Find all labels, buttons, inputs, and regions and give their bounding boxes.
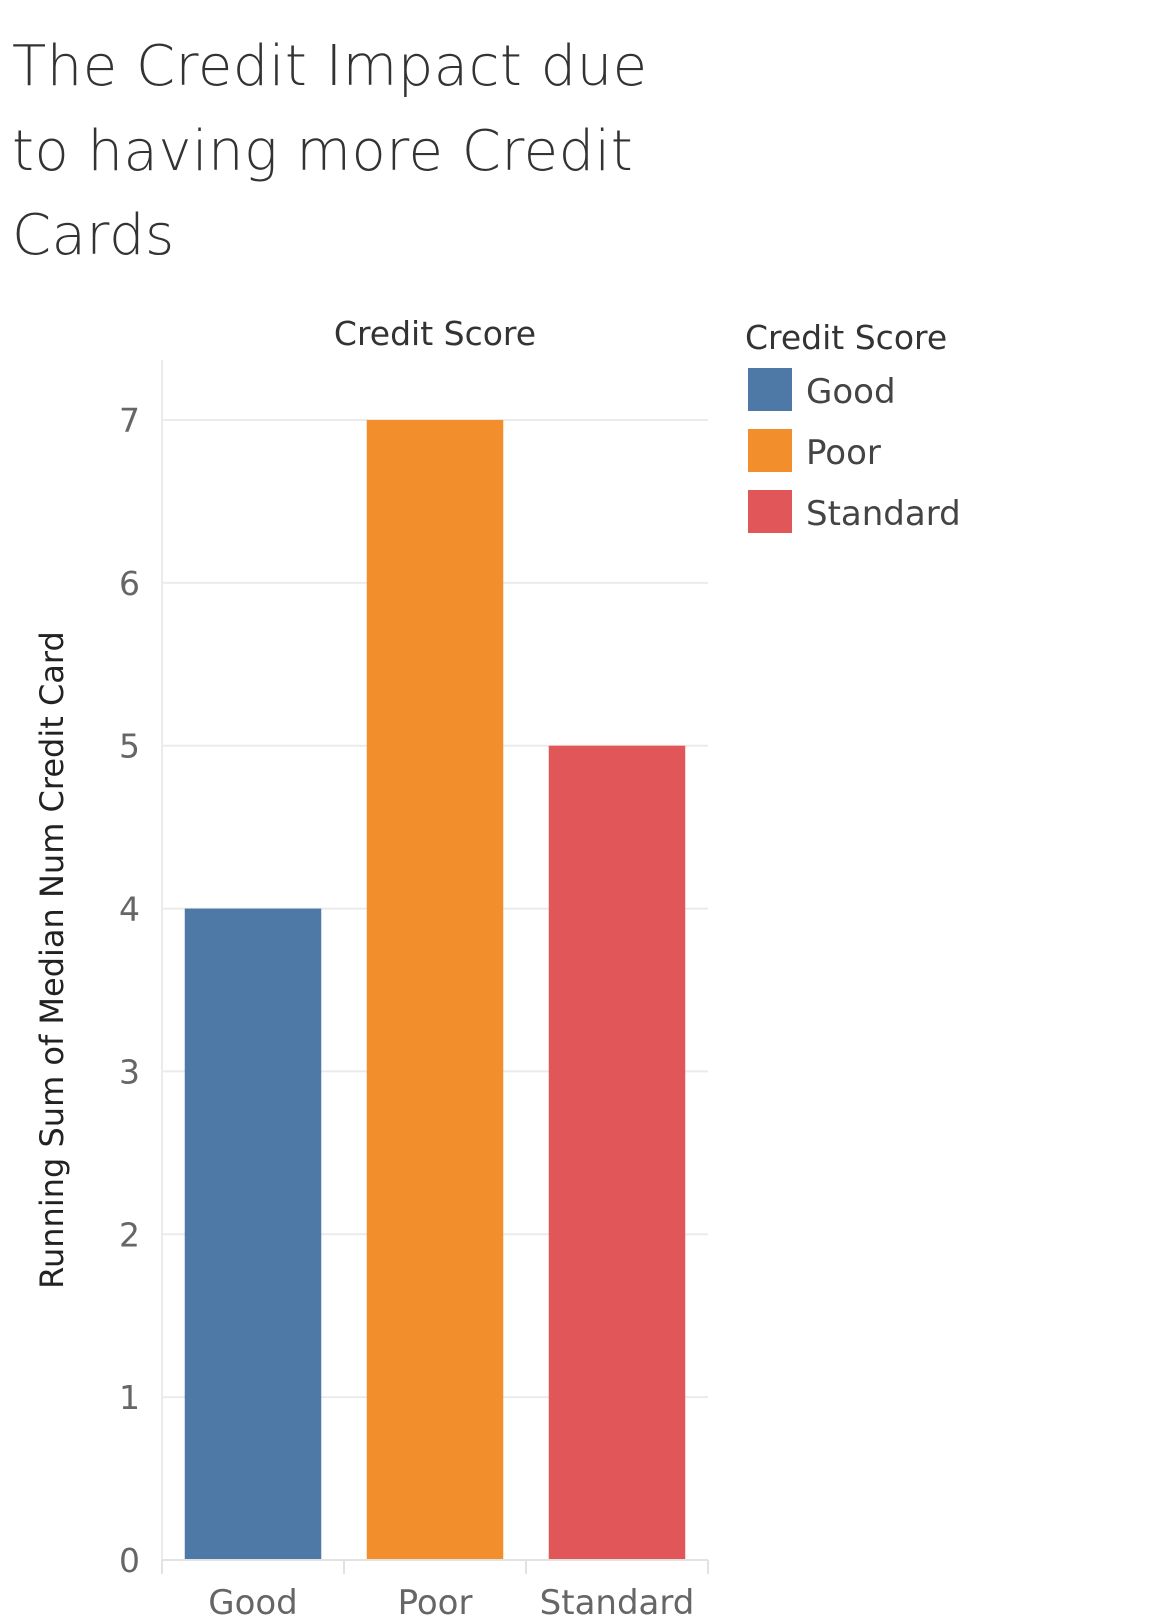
y-tick-label: 3	[119, 1052, 140, 1091]
bars[interactable]	[184, 420, 686, 1560]
column-header: Credit Score	[334, 314, 536, 353]
y-tick-label: 0	[119, 1541, 140, 1580]
chart-title-line-1: The Credit Impact due	[12, 34, 648, 99]
legend-swatch-good	[748, 368, 792, 411]
y-axis-ticks: 0 1 2 3 4 5 6 7	[119, 401, 140, 1580]
y-tick-label: 5	[119, 727, 140, 766]
x-category-label: Good	[208, 1583, 298, 1623]
legend-label-standard: Standard	[806, 494, 961, 534]
x-category-label: Standard	[540, 1583, 695, 1623]
legend-item-good[interactable]: Good	[748, 368, 896, 412]
legend-swatch-standard	[748, 490, 792, 533]
legend-label-good: Good	[806, 372, 896, 412]
legend-label-poor: Poor	[806, 433, 881, 473]
chart-title-line-3: Cards	[12, 203, 175, 268]
y-axis-title: Running Sum of Median Num Credit Card	[33, 631, 71, 1289]
bar-poor[interactable]	[366, 420, 504, 1560]
legend[interactable]: Credit Score Good Poor Standard	[745, 318, 961, 534]
chart-title-line-2: to having more Credit	[12, 119, 633, 184]
y-tick-label: 4	[119, 890, 140, 929]
chart-title: The Credit Impact due to having more Cre…	[12, 34, 648, 268]
y-tick-label: 1	[119, 1378, 140, 1417]
x-axis: Good Poor Standard	[161, 1559, 709, 1623]
y-tick-label: 2	[119, 1215, 140, 1254]
legend-item-poor[interactable]: Poor	[748, 429, 881, 473]
y-tick-label: 6	[119, 564, 140, 603]
bar-standard[interactable]	[548, 745, 686, 1560]
legend-swatch-poor	[748, 429, 792, 472]
x-category-label: Poor	[398, 1583, 473, 1623]
legend-item-standard[interactable]: Standard	[748, 490, 961, 534]
y-tick-label: 7	[119, 401, 140, 440]
bar-good[interactable]	[184, 908, 322, 1560]
legend-title: Credit Score	[745, 318, 947, 357]
